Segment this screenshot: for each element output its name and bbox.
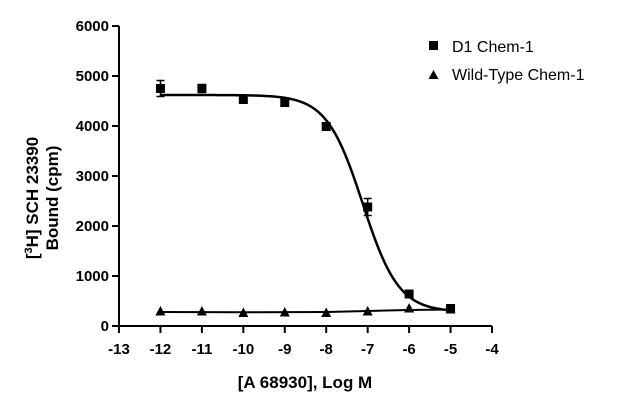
data-point-d1-chem-1 xyxy=(238,95,248,104)
data-point-wild-type-chem-1 xyxy=(238,307,249,317)
x-axis: -13 -12 -11 -10 -9 -8 -7 -6 -5 -4 xyxy=(108,325,499,358)
legend: D1 Chem-1 Wild-Type Chem-1 xyxy=(428,39,585,84)
x-tick-label: -11 xyxy=(191,341,212,358)
legend-marker-d1-chem-1 xyxy=(429,41,438,50)
fit-curve-wild-type-chem-1 xyxy=(160,308,451,314)
data-point-d1-chem-1 xyxy=(155,84,165,93)
data-point-wild-type-chem-1 xyxy=(155,306,166,316)
data-point-wild-type-chem-1 xyxy=(445,304,456,314)
y-axis-title-post: H] SCH 23390 xyxy=(23,137,42,248)
x-tick-label: -9 xyxy=(278,341,291,358)
data-point-wild-type-chem-1 xyxy=(362,306,373,316)
x-tick-label: -5 xyxy=(444,341,457,358)
y-tick-label: 6000 xyxy=(76,18,109,35)
y-axis-title-sup: 3 xyxy=(23,247,35,253)
data-markers xyxy=(155,79,456,317)
y-tick-label: 1000 xyxy=(76,268,109,285)
data-point-d1-chem-1 xyxy=(197,84,207,93)
x-tick-label: -4 xyxy=(485,341,499,358)
fit-curve-d1-chem-1 xyxy=(160,93,451,312)
data-point-d1-chem-1 xyxy=(321,122,331,131)
y-tick-label: 4000 xyxy=(76,118,109,135)
data-point-d1-chem-1 xyxy=(280,98,290,107)
data-point-wild-type-chem-1 xyxy=(321,307,332,317)
y-tick-label: 5000 xyxy=(76,68,109,85)
x-axis-title: [A 68930], Log M xyxy=(238,373,372,392)
legend-label-d1-chem-1: D1 Chem-1 xyxy=(452,39,534,56)
x-tick-label: -12 xyxy=(150,341,172,358)
x-tick-label: -6 xyxy=(402,341,415,358)
legend-label-wild-type-chem-1: Wild-Type Chem-1 xyxy=(452,67,585,84)
y-tick-label: 2000 xyxy=(76,218,109,235)
fit-curves xyxy=(160,93,451,314)
legend-marker-wild-type-chem-1 xyxy=(428,70,439,79)
data-point-wild-type-chem-1 xyxy=(404,303,415,313)
x-tick-label: -13 xyxy=(108,341,130,358)
y-axis: 0 1000 2000 3000 4000 5000 6000 xyxy=(76,18,120,335)
y-axis-title-pre: [ xyxy=(23,253,42,259)
data-point-d1-chem-1 xyxy=(404,289,414,299)
x-tick-label: -8 xyxy=(320,341,333,358)
y-tick-label: 3000 xyxy=(76,168,109,185)
data-point-wild-type-chem-1 xyxy=(279,307,290,317)
x-tick-label: -10 xyxy=(232,341,254,358)
data-point-wild-type-chem-1 xyxy=(196,306,207,316)
y-axis-title: [3H] SCH 23390 xyxy=(23,137,42,259)
x-tick-label: -7 xyxy=(361,341,374,358)
y-tick-label: 0 xyxy=(101,318,109,335)
y-axis-title-line2: Bound (cpm) xyxy=(43,146,62,251)
data-point-d1-chem-1 xyxy=(363,202,373,212)
